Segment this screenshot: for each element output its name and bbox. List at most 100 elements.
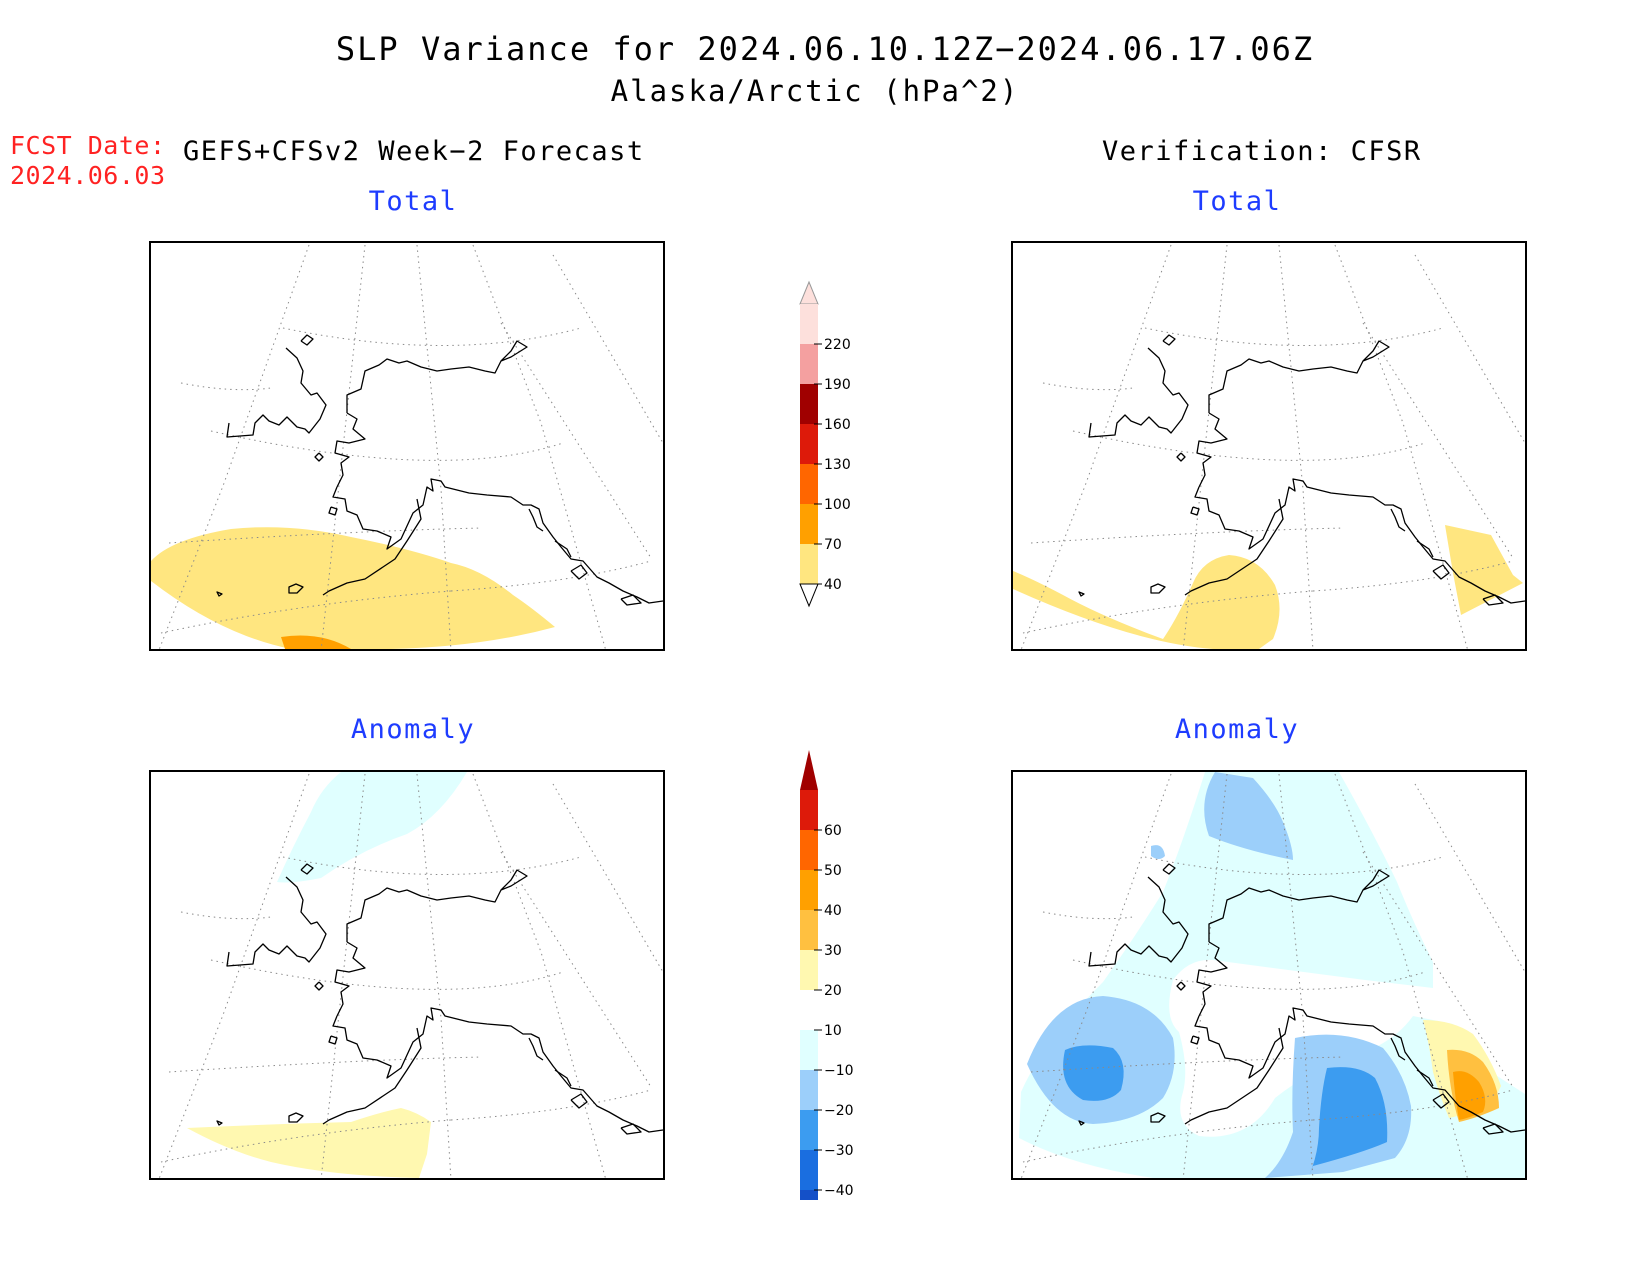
map-forecast-anomaly <box>149 770 665 1185</box>
graticule-line <box>282 327 582 346</box>
contour-fill-n20 <box>1151 845 1165 859</box>
colorbar-tick-label: 100 <box>824 497 851 513</box>
coastline <box>1162 334 1176 346</box>
colorbar-top-tip <box>799 280 819 305</box>
graticule-line <box>500 851 652 1088</box>
contour-fill-y40 <box>1013 555 1280 649</box>
contour-fill-y40 <box>151 527 555 649</box>
graticule-line <box>210 959 564 990</box>
graticule-line <box>1278 244 1314 652</box>
colorbar-segment <box>800 344 818 384</box>
colorbar-tick-label: 190 <box>824 377 851 393</box>
coastline <box>334 941 366 1017</box>
graticule-line <box>472 773 607 1181</box>
coastline <box>314 981 324 991</box>
panel-title-forecast-total: Total <box>368 186 458 217</box>
coastline <box>1196 412 1228 488</box>
coastline <box>332 1007 664 1133</box>
forecast-header: GEFS+CFSv2 Week−2 Forecast <box>183 136 645 167</box>
colorbar-segment <box>800 1110 818 1150</box>
colorbar-tick-label: 50 <box>824 863 842 879</box>
coastline <box>346 340 528 413</box>
graticule-line <box>1334 244 1469 652</box>
graticule-line <box>160 1119 452 1163</box>
coastline <box>1088 876 1189 967</box>
coastline <box>1162 863 1176 875</box>
colorbar-segment <box>800 544 818 584</box>
colorbar-tick-label: 10 <box>824 1023 842 1039</box>
colorbar-segment <box>800 1070 818 1110</box>
coastline <box>1432 1093 1450 1109</box>
graticule-line <box>320 244 366 652</box>
coastline <box>332 478 664 604</box>
colorbar-segment <box>800 950 818 990</box>
coastline <box>216 591 223 597</box>
graticule-line <box>1144 327 1444 346</box>
colorbar-top-tip <box>800 750 818 790</box>
colorbar-segment <box>800 304 818 344</box>
coastline <box>314 452 324 462</box>
map-verification-anomaly-canvas <box>1018 772 1526 1185</box>
colorbar-segment <box>800 990 818 1030</box>
coastline <box>1482 1123 1504 1135</box>
coastline <box>1432 564 1450 580</box>
colorbar-tick-label: −10 <box>824 1063 854 1079</box>
coastline <box>322 1027 422 1125</box>
graticule-line <box>1022 1119 1314 1163</box>
graticule-line <box>1312 560 1514 592</box>
colorbar-tick-label: 130 <box>824 457 851 473</box>
colorbar-segment <box>800 504 818 544</box>
graticule-line <box>1414 783 1526 973</box>
coastline <box>322 498 422 596</box>
coastline <box>1184 1027 1284 1125</box>
graticule-line <box>282 856 582 875</box>
coastline <box>1196 941 1228 1017</box>
graticule-line <box>1072 430 1426 461</box>
colorbar-segment <box>800 1150 818 1190</box>
coastline <box>1190 1035 1200 1045</box>
coastline <box>1194 1007 1526 1133</box>
colorbar-tick-label: 40 <box>824 903 842 919</box>
coastline <box>1390 1037 1406 1061</box>
graticule-line <box>180 911 272 920</box>
map-forecast-total-canvas <box>151 244 664 656</box>
graticule-line <box>552 254 664 444</box>
colorbar-segment <box>800 1190 818 1200</box>
coastline <box>288 583 304 594</box>
coastline <box>1416 540 1434 558</box>
coastline <box>300 863 314 875</box>
colorbar-tick-label: 30 <box>824 943 842 959</box>
panel-title-verification-total: Total <box>1192 186 1282 217</box>
colorbar-segment <box>800 384 818 424</box>
coastline <box>1190 506 1200 516</box>
graticule-line <box>1414 254 1526 444</box>
panel-title-verification-anomaly: Anomaly <box>1174 714 1300 745</box>
coastline <box>1176 452 1186 462</box>
coastline <box>216 1120 223 1126</box>
colorbar-tick-label: 20 <box>824 983 842 999</box>
graticule-line <box>500 322 652 559</box>
coastline <box>1208 340 1390 413</box>
coastline <box>226 347 327 438</box>
colorbar-segment <box>800 1030 818 1070</box>
graticule-line <box>552 783 664 973</box>
graticule-line <box>1144 856 1444 875</box>
colorbar-anomaly: 60 50 40 30 20 10 −10 −20 −30 −40 <box>800 750 854 1200</box>
coastline <box>328 1035 338 1045</box>
graticule-line <box>210 430 564 461</box>
contour-fill-y40 <box>1445 525 1523 615</box>
graticule-line <box>156 773 310 1185</box>
coastline <box>1150 583 1166 594</box>
map-forecast-anomaly-canvas <box>156 772 664 1185</box>
graticule-line <box>450 1089 652 1121</box>
graticule-line <box>1312 1089 1514 1121</box>
colorbar-tick-label: 40 <box>824 577 842 593</box>
contour-fill-a30 <box>1453 1071 1486 1120</box>
contour-fill-n30 <box>1309 1067 1388 1176</box>
map-verification-total-canvas <box>1013 244 1526 656</box>
fcst-date: 2024.06.03 <box>10 161 166 190</box>
coastline <box>328 506 338 516</box>
coastline <box>1184 498 1284 596</box>
colorbar-segment <box>800 790 818 830</box>
coastline <box>346 869 528 942</box>
